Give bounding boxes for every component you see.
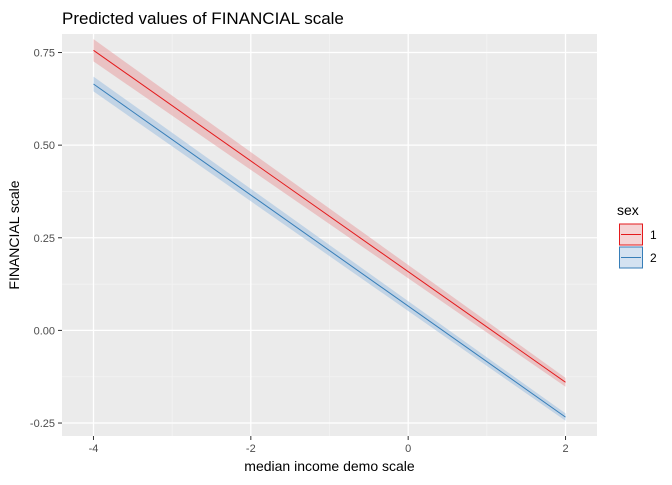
y-tick-label: 0.75 [34, 48, 55, 60]
legend-title: sex [617, 202, 639, 218]
y-tick-label: 0.00 [34, 325, 55, 337]
grid-major [62, 34, 597, 436]
series-line-1 [93, 49, 566, 383]
legend-label-1: 1 [650, 228, 657, 242]
chart-title: Predicted values of FINANCIAL scale [62, 9, 344, 28]
x-tick-label: 0 [405, 443, 411, 455]
y-axis-title: FINANCIAL scale [6, 180, 22, 289]
confidence-band-2 [93, 76, 566, 421]
x-tick-label: 2 [562, 443, 568, 455]
series-line-2 [93, 83, 566, 418]
y-tick-label: 0.25 [34, 233, 55, 245]
series-lines [93, 49, 566, 418]
x-tick-label: -2 [246, 443, 256, 455]
x-axis: -4 -2 0 2 [89, 436, 569, 455]
y-tick-label: -0.25 [30, 418, 55, 430]
x-axis-title: median income demo scale [244, 458, 415, 474]
y-tick-label: 0.50 [34, 140, 55, 152]
legend-label-2: 2 [650, 251, 657, 265]
y-axis: -0.25 0.00 0.25 0.50 0.75 [30, 48, 62, 430]
legend: sex 1 2 [617, 202, 657, 269]
x-tick-label: -4 [89, 443, 99, 455]
